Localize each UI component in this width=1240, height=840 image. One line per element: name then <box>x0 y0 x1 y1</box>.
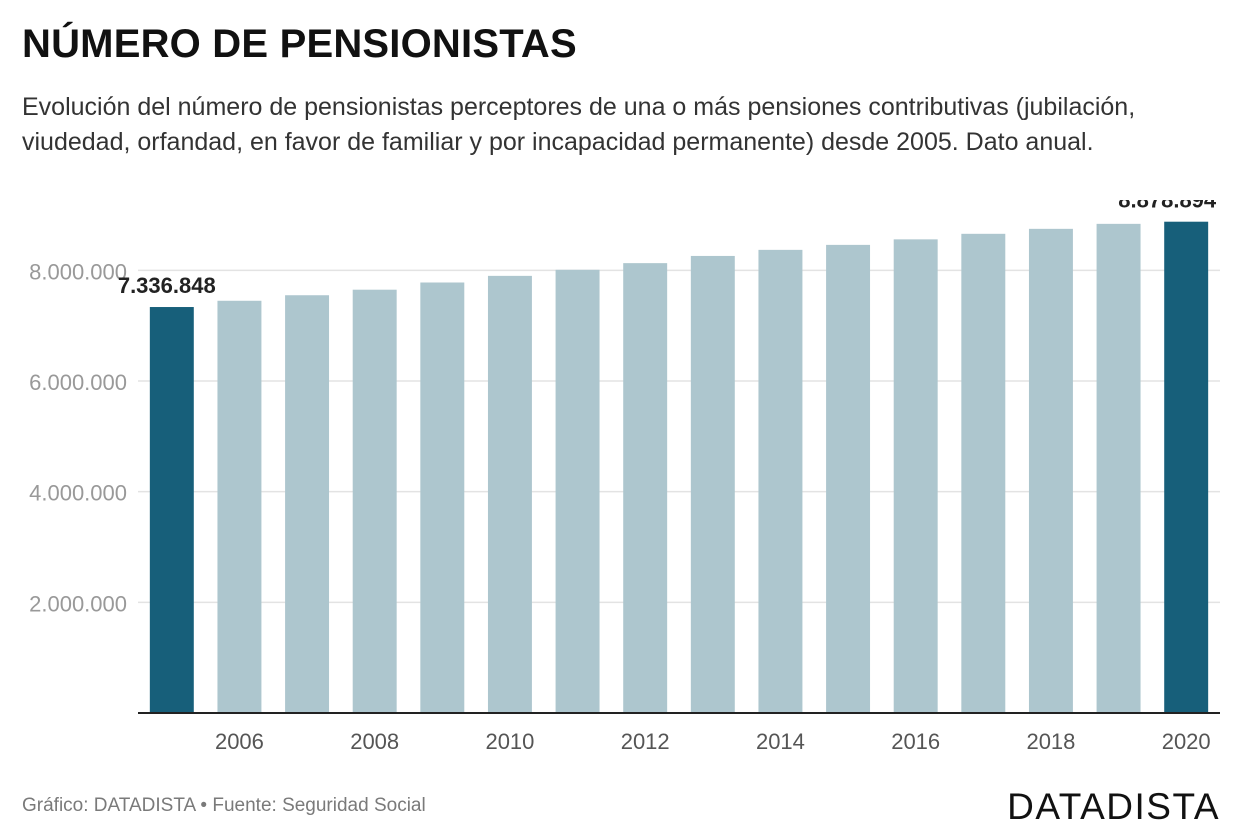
x-tick-label: 2016 <box>891 729 940 754</box>
x-tick-label: 2010 <box>485 729 534 754</box>
x-tick-label: 2020 <box>1162 729 1211 754</box>
bar-2016 <box>893 239 938 713</box>
chart-source: Gráfico: DATADISTA • Fuente: Seguridad S… <box>22 795 426 816</box>
bar-2014 <box>758 249 803 714</box>
data-label-2005: 7.336.848 <box>118 273 216 298</box>
x-tick-label: 2008 <box>350 729 399 754</box>
bar-2007 <box>285 295 330 713</box>
bar-2019 <box>1096 223 1141 713</box>
bar-2005 <box>149 307 194 713</box>
bar-2013 <box>690 255 735 714</box>
bar-2009 <box>420 282 465 713</box>
bar-2010 <box>487 275 532 713</box>
y-tick-label: 6.000.000 <box>29 370 127 395</box>
bar-2012 <box>623 263 668 713</box>
bar-2020 <box>1164 221 1209 713</box>
y-tick-label: 8.000.000 <box>29 259 127 284</box>
bar-chart: 2.000.000 4.000.000 6.000.000 8.000.000 2006… <box>29 200 1220 754</box>
bar-2017 <box>961 233 1006 713</box>
x-tick-label: 2006 <box>215 729 264 754</box>
y-tick-label: 4.000.000 <box>29 481 127 506</box>
chart-title: NÚMERO DE PENSIONISTAS <box>22 22 577 66</box>
x-tick-label: 2018 <box>1026 729 1075 754</box>
data-label-2020: 8.878.894 <box>1118 200 1217 213</box>
brand-logo: DATADISTA <box>1007 786 1220 827</box>
bar-2006 <box>217 300 262 713</box>
bar-2015 <box>826 244 871 713</box>
bar-2018 <box>1028 228 1073 714</box>
x-tick-label: 2012 <box>621 729 670 754</box>
y-tick-label: 2.000.000 <box>29 591 127 616</box>
bar-2008 <box>352 289 397 713</box>
bar-2011 <box>555 269 600 713</box>
x-tick-label: 2014 <box>756 729 805 754</box>
chart-subtitle: Evolución del número de pensionistas per… <box>22 93 1136 156</box>
